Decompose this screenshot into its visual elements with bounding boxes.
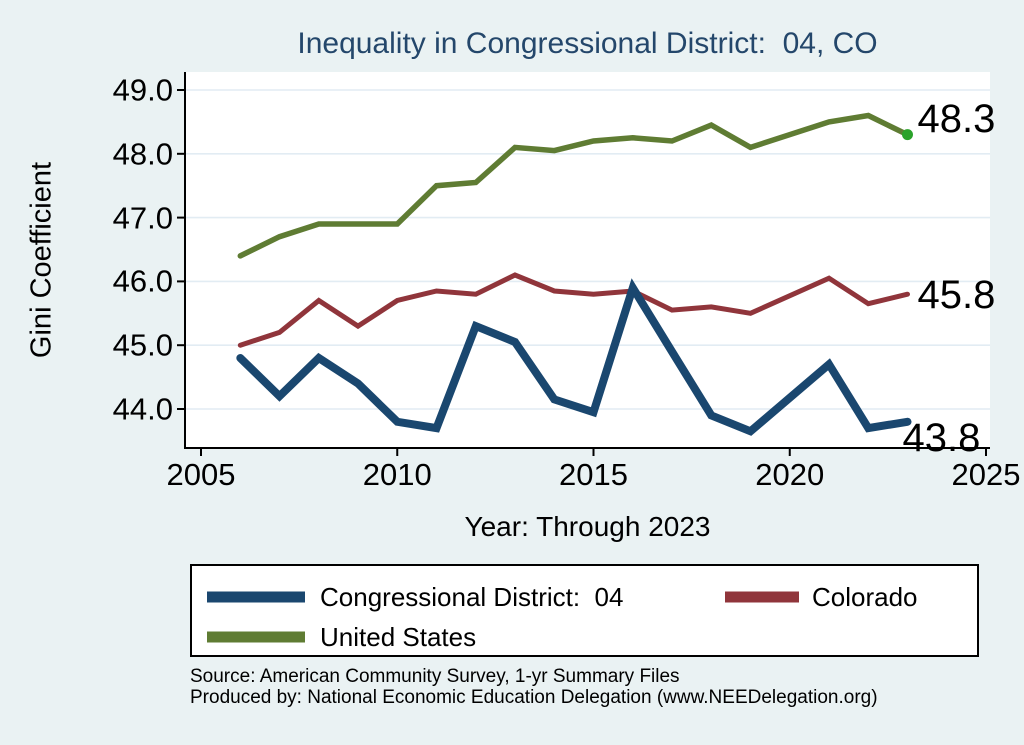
series-line bbox=[236, 278, 912, 436]
y-tick-label: 44.0 bbox=[112, 391, 173, 427]
legend-swatch bbox=[207, 631, 305, 643]
produced-by-line: Produced by: National Economic Education… bbox=[190, 687, 878, 708]
y-tick-label: 47.0 bbox=[112, 200, 173, 236]
y-tick-label: 48.0 bbox=[112, 136, 173, 172]
x-axis-title: Year: Through 2023 bbox=[464, 511, 711, 542]
x-tick-label: 2025 bbox=[951, 457, 1021, 492]
series-line bbox=[237, 272, 910, 348]
end-value-label: 43.8 bbox=[902, 415, 981, 460]
end-value-label: 48.3 bbox=[917, 96, 996, 141]
legend: Congressional District: 04 Colorado United… bbox=[190, 564, 979, 657]
series-end-marker bbox=[902, 129, 913, 141]
y-tick-label: 49.0 bbox=[112, 72, 173, 108]
y-axis-title: Gini Coefficient bbox=[25, 161, 58, 359]
series-line bbox=[237, 112, 911, 259]
end-value-label: 45.8 bbox=[917, 273, 996, 318]
source-note: Source: American Community Survey, 1-yr … bbox=[190, 666, 878, 708]
chart-title: Inequality in Congressional District: 04… bbox=[297, 27, 878, 60]
y-tick-label: 46.0 bbox=[112, 263, 173, 299]
legend-swatch bbox=[207, 591, 305, 603]
y-tick-label: 45.0 bbox=[112, 327, 173, 363]
source-line: Source: American Community Survey, 1-yr … bbox=[190, 666, 680, 687]
legend-swatch bbox=[725, 591, 799, 603]
x-tick-label: 2005 bbox=[166, 457, 236, 492]
legend-label: Colorado bbox=[812, 582, 918, 612]
legend-label: United States bbox=[320, 622, 477, 652]
plot-background bbox=[185, 72, 990, 448]
x-tick-label: 2020 bbox=[755, 457, 825, 492]
x-tick-label: 2010 bbox=[362, 457, 432, 492]
legend-label: Congressional District: 04 bbox=[320, 582, 624, 612]
x-tick-label: 2015 bbox=[559, 457, 628, 492]
